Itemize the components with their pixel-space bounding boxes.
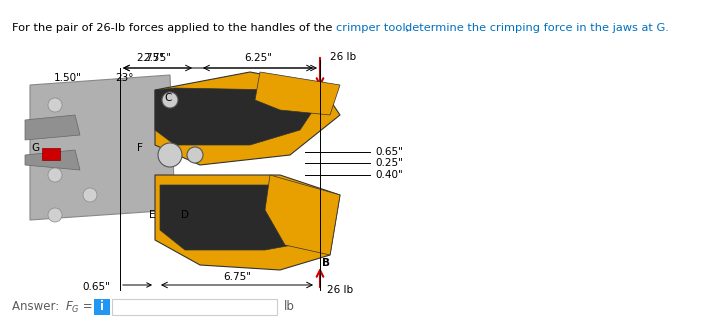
Text: For the pair of 26-lb forces applied to the handles of the: For the pair of 26-lb forces applied to … [12,23,336,33]
Circle shape [48,208,62,222]
Circle shape [162,92,178,108]
Text: 2.75": 2.75" [143,53,171,63]
Text: lb: lb [284,300,295,314]
Text: crimper tool,: crimper tool, [336,23,409,33]
Polygon shape [30,75,175,220]
Text: 0.65": 0.65" [375,147,403,157]
Bar [112,299,277,315]
Text: C: C [164,93,171,103]
Text: 6.25": 6.25" [244,53,272,63]
Polygon shape [155,175,340,270]
Text: determine the crimping force in the jaws at G.: determine the crimping force in the jaws… [405,23,669,33]
Text: 1.50": 1.50" [54,73,82,83]
Text: E: E [149,210,155,220]
Polygon shape [265,175,340,255]
Text: G: G [31,143,39,153]
Circle shape [158,143,182,167]
Text: 26 lb: 26 lb [327,285,353,295]
Circle shape [48,168,62,182]
Text: Answer:: Answer: [12,300,63,313]
Circle shape [48,98,62,112]
Text: =: = [79,300,97,313]
Text: 26 lb: 26 lb [330,52,356,62]
Text: B: B [322,258,330,268]
Text: 0.25": 0.25" [375,158,403,168]
Text: 6.75": 6.75" [223,272,251,282]
Text: 0.40": 0.40" [375,170,402,180]
Bar [42,148,60,160]
Polygon shape [255,72,340,115]
Circle shape [187,147,203,163]
Text: F: F [137,143,143,153]
Text: D: D [181,210,189,220]
Polygon shape [155,72,340,165]
Text: A: A [322,95,330,105]
Polygon shape [25,115,80,140]
Text: 2.75": 2.75" [136,53,164,63]
Text: 0.65": 0.65" [82,282,110,292]
Circle shape [83,188,97,202]
Polygon shape [25,150,80,170]
Polygon shape [155,88,320,145]
Text: i: i [100,300,104,314]
Polygon shape [160,185,330,250]
Text: $F_G$: $F_G$ [65,300,80,315]
Text: 23°: 23° [115,73,134,83]
Bar [94,299,110,315]
